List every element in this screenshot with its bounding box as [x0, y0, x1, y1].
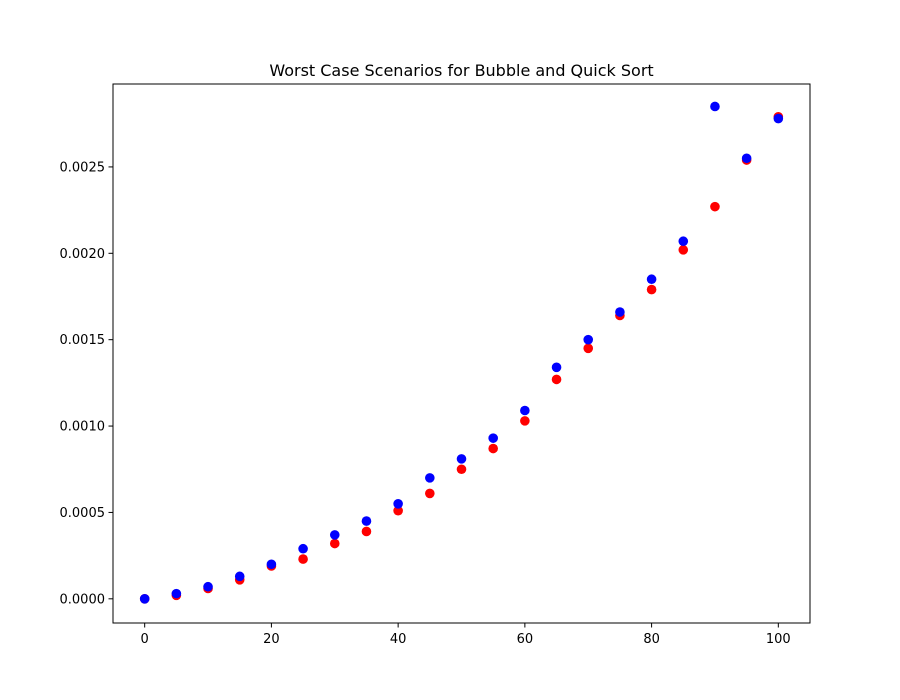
blue-data-point — [551, 362, 562, 373]
blue-data-point — [203, 581, 213, 592]
blue-data-point — [520, 405, 530, 416]
x-tick-label: 60 — [517, 632, 534, 647]
y-tick-label: 0.0000 — [60, 592, 106, 607]
blue-data-point — [393, 498, 403, 509]
blue-data-point — [773, 113, 784, 124]
blue-data-point — [741, 153, 752, 164]
blue-data-point — [171, 588, 182, 599]
x-tick-label: 80 — [643, 632, 660, 647]
blue-data-point — [234, 571, 245, 582]
red-data-point — [393, 505, 403, 516]
y-tick-label: 0.0005 — [60, 506, 106, 521]
blue-data-point — [710, 101, 720, 112]
blue-data-point — [678, 236, 689, 247]
chart-title: Worst Case Scenarios for Bubble and Quic… — [269, 61, 653, 80]
red-data-point — [646, 284, 657, 295]
red-data-point — [710, 201, 720, 212]
red-data-point — [678, 245, 689, 255]
red-data-point — [425, 488, 435, 499]
blue-data-point — [488, 433, 498, 443]
red-data-point — [583, 343, 594, 354]
red-data-point — [456, 464, 467, 475]
blue-data-point — [646, 274, 657, 285]
blue-data-point — [266, 559, 277, 570]
y-tick-label: 0.0025 — [60, 160, 106, 175]
blue-data-point — [583, 334, 594, 345]
y-axis: 0.0000 0.0005 0.0010 0.0015 0.0020 0.0025 — [60, 160, 113, 607]
blue-data-point — [425, 473, 435, 483]
red-data-point — [329, 538, 340, 549]
x-tick-label: 40 — [390, 632, 407, 647]
red-data-point — [298, 554, 308, 564]
blue-data-point — [139, 594, 150, 604]
blue-data-point — [298, 543, 308, 554]
blue-data-point — [456, 454, 467, 464]
y-tick-label: 0.0020 — [60, 247, 106, 262]
red-data-point — [551, 374, 562, 385]
plot-frame — [112, 83, 811, 624]
red-data-point — [520, 416, 530, 426]
red-data-point — [361, 526, 372, 537]
x-tick-label: 100 — [766, 632, 791, 647]
y-tick-label: 0.0015 — [60, 333, 106, 348]
blue-data-point — [361, 516, 372, 526]
x-tick-label: 20 — [263, 632, 280, 647]
blue-data-point — [329, 530, 340, 540]
plot-points — [139, 101, 784, 604]
blue-data-point — [615, 307, 625, 317]
x-tick-label: 0 — [141, 632, 149, 647]
x-axis: 0 20 40 60 80 100 — [141, 623, 791, 647]
red-data-point — [488, 443, 498, 454]
y-tick-label: 0.0010 — [60, 420, 106, 435]
